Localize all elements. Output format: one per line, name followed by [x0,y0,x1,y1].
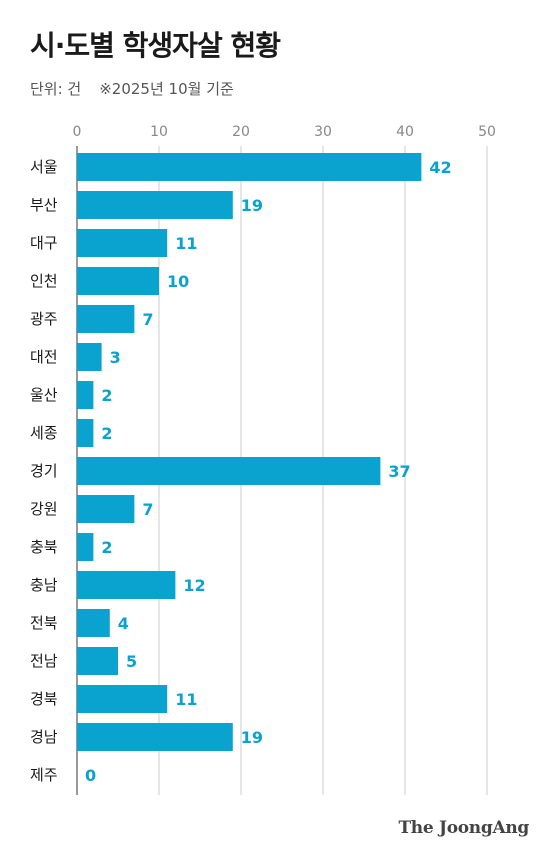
data-label: 0 [85,766,96,785]
category-label: 강원 [30,500,58,518]
bar [77,685,168,713]
chart-title: 시·도별 학생자살 현황 [30,29,281,62]
publisher-logo: The JoongAng [398,818,529,838]
bar [77,647,118,675]
bar [77,723,233,751]
category-label: 전북 [30,614,58,632]
data-label: 2 [101,386,112,405]
bar [77,229,168,257]
x-tick-label: 30 [314,124,332,140]
bar [77,267,159,295]
data-label: 7 [142,310,153,329]
x-tick-label: 20 [232,124,250,140]
bar [77,381,94,409]
unit-label: 단위: 건 [30,80,82,98]
category-label: 대구 [30,234,58,252]
category-label: 광주 [30,310,58,328]
x-tick-label: 10 [150,124,168,140]
category-label: 세종 [30,424,58,442]
data-label: 19 [241,728,263,747]
data-label: 3 [110,348,121,367]
category-label: 인천 [30,272,58,290]
bar [77,533,94,561]
x-tick-label: 50 [478,124,496,140]
category-label: 충남 [30,576,58,594]
data-label: 2 [101,424,112,443]
data-label: 12 [183,576,205,595]
category-label: 울산 [30,386,58,404]
data-label: 19 [241,196,263,215]
data-label: 10 [167,272,189,291]
category-label: 부산 [30,196,58,214]
data-label: 7 [142,500,153,519]
bar [77,343,102,371]
bar [77,191,233,219]
chart-subtitle: 단위: 건 ※2025년 10월 기준 [30,78,234,99]
data-label: 11 [175,234,197,253]
x-tick-label: 40 [396,124,414,140]
bar [77,153,422,181]
category-label: 경기 [30,462,58,480]
data-label: 37 [388,462,410,481]
category-label: 충북 [30,538,58,556]
data-label: 5 [126,652,137,671]
category-label: 제주 [30,766,58,784]
data-label: 42 [429,158,451,177]
category-label: 경남 [30,728,58,746]
category-label: 대전 [30,348,58,366]
category-label: 경북 [30,690,58,708]
data-label: 4 [118,614,129,633]
bar [77,419,94,447]
x-tick-label: 0 [73,124,82,140]
bar [77,571,176,599]
date-note: ※2025년 10월 기준 [99,80,234,98]
bar [77,305,135,333]
bar [77,609,110,637]
data-label: 2 [101,538,112,557]
bar [77,495,135,523]
category-label: 서울 [30,158,58,176]
bar [77,457,381,485]
category-label: 전남 [30,652,58,670]
data-label: 11 [175,690,197,709]
